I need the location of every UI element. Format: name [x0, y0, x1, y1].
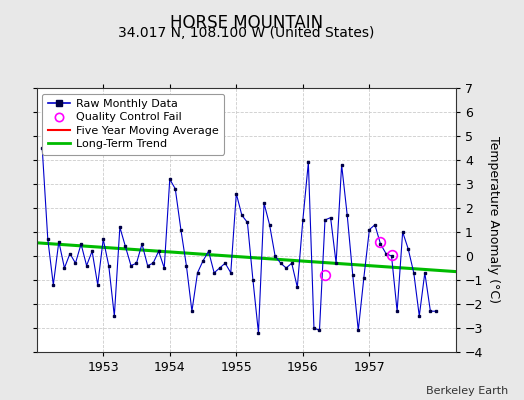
Legend: Raw Monthly Data, Quality Control Fail, Five Year Moving Average, Long-Term Tren: Raw Monthly Data, Quality Control Fail, …: [42, 94, 224, 155]
Text: Berkeley Earth: Berkeley Earth: [426, 386, 508, 396]
Text: HORSE MOUNTAIN: HORSE MOUNTAIN: [170, 14, 323, 32]
Y-axis label: Temperature Anomaly (°C): Temperature Anomaly (°C): [487, 136, 500, 304]
Text: 34.017 N, 108.100 W (United States): 34.017 N, 108.100 W (United States): [118, 26, 375, 40]
